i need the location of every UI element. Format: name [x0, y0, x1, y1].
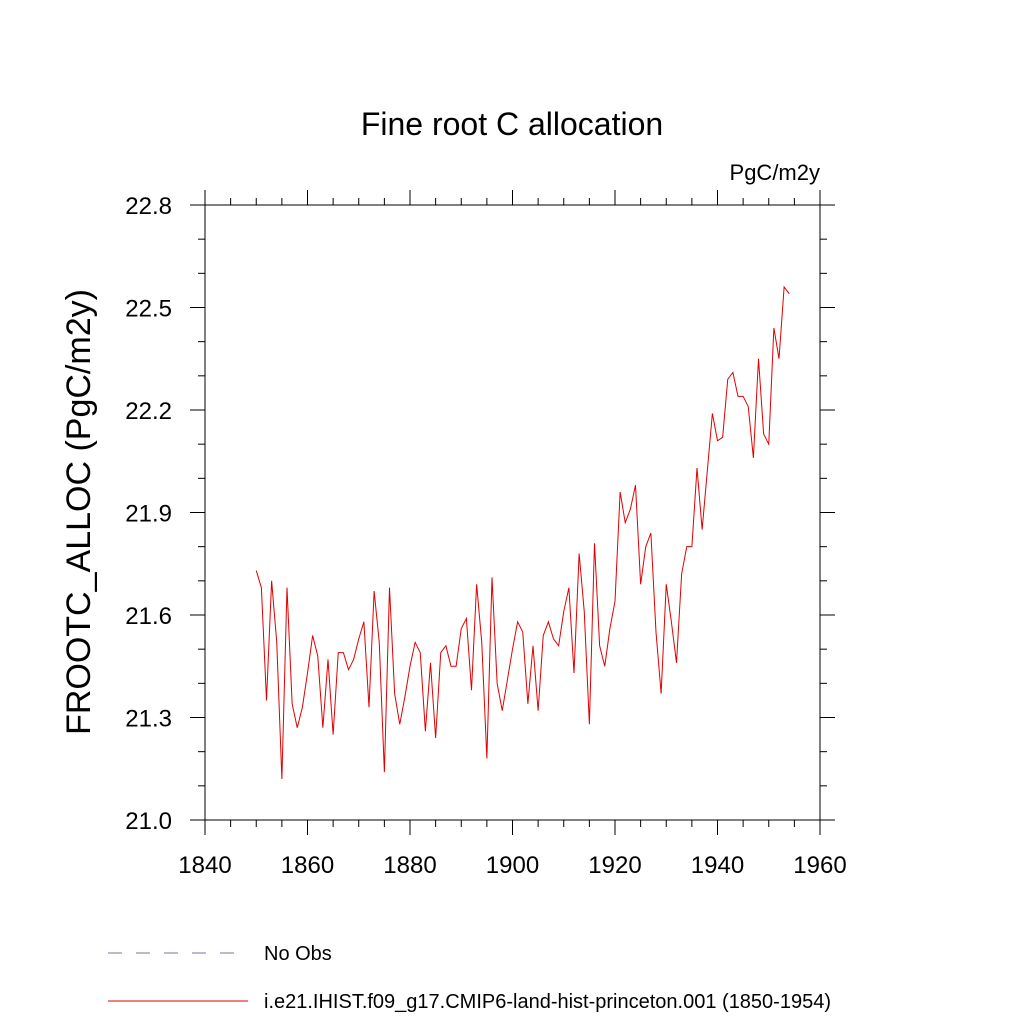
y-tick-label: 21.9 — [125, 501, 172, 528]
y-tick-label: 22.8 — [125, 193, 172, 220]
x-tick-label: 1860 — [281, 852, 334, 879]
legend-entry-no-obs: No Obs — [108, 943, 332, 965]
x-tick-label: 1920 — [588, 852, 641, 879]
y-axis-ticks: 21.0 21.3 21.6 21.9 22.2 22.5 22.8 — [125, 193, 835, 835]
y-tick-label: 21.0 — [125, 808, 172, 835]
y-tick-label: 21.6 — [125, 603, 172, 630]
legend-entry-model-run: i.e21.IHIST.f09_g17.CMIP6-land-hist-prin… — [108, 991, 831, 1013]
series-line-0 — [255, 285, 790, 780]
legend-label-no-obs: No Obs — [264, 943, 332, 965]
y-axis-label: FROOTC_ALLOC (PgC/m2y) — [60, 289, 98, 735]
chart-title: Fine root C allocation — [361, 106, 663, 142]
legend: No Obs i.e21.IHIST.f09_g17.CMIP6-land-hi… — [108, 943, 831, 1013]
y-tick-label: 21.3 — [125, 706, 172, 733]
y-tick-label: 22.5 — [125, 296, 172, 323]
units-label: PgC/m2y — [730, 160, 820, 185]
x-axis-ticks: 1840 1860 1880 1900 1920 1940 1960 — [178, 190, 847, 879]
x-tick-label: 1960 — [793, 852, 846, 879]
legend-label-model-run: i.e21.IHIST.f09_g17.CMIP6-land-hist-prin… — [264, 991, 831, 1013]
series-layer — [255, 285, 790, 780]
y-tick-label: 22.2 — [125, 398, 172, 425]
x-tick-label: 1900 — [486, 852, 539, 879]
x-tick-label: 1880 — [383, 852, 436, 879]
x-tick-label: 1840 — [178, 852, 231, 879]
x-tick-label: 1940 — [691, 852, 744, 879]
